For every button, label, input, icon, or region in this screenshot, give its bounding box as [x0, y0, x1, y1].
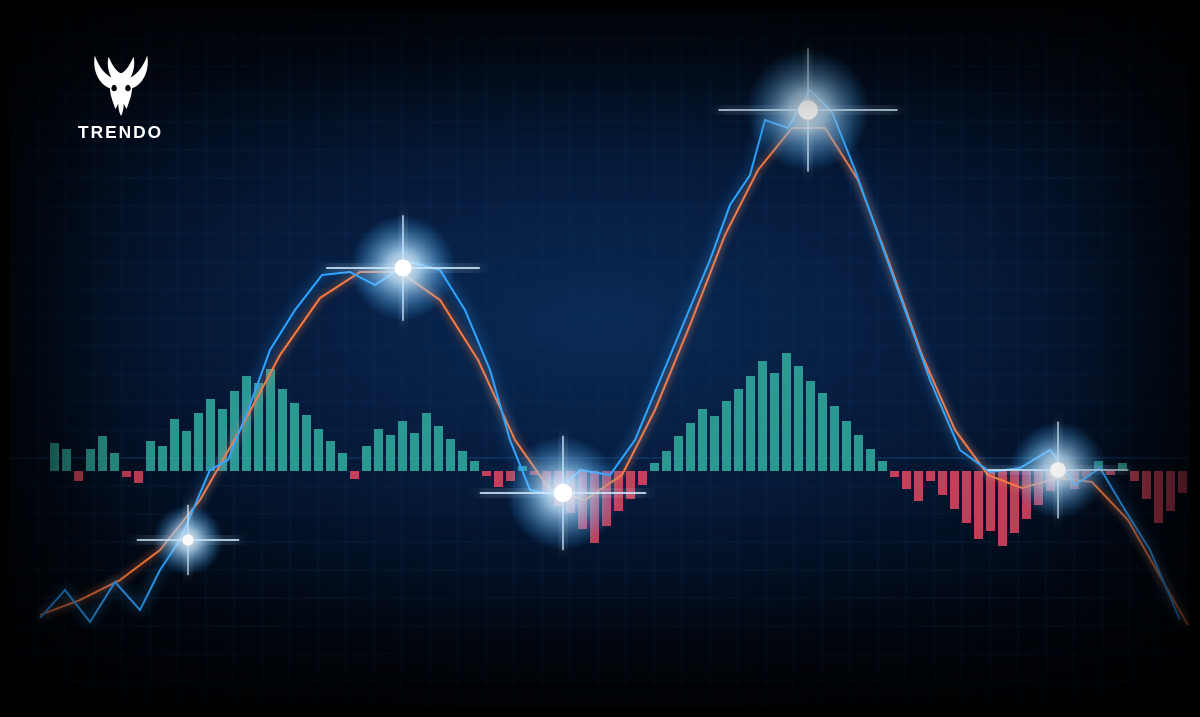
brand-name: TRENDO [78, 122, 163, 143]
bull-icon [85, 54, 157, 116]
chart-svg [10, 10, 1190, 707]
chart-card: TRENDO [10, 10, 1190, 707]
brand-logo: TRENDO [78, 54, 163, 143]
